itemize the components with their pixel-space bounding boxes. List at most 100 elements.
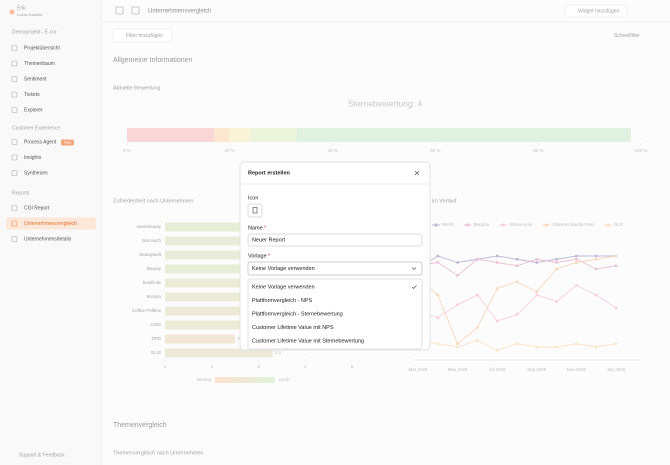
legend-dot (466, 223, 470, 227)
option[interactable]: Customer Lifetime Value mit Sternebewert… (252, 338, 364, 344)
bar (165, 334, 236, 344)
y-tick-label: bonifit.de (143, 280, 162, 285)
nav-item[interactable]: Explorer (24, 107, 43, 113)
template-select[interactable] (247, 261, 423, 276)
nav-item[interactable]: CGI Report (24, 205, 50, 211)
option[interactable]: Plattformvergleich - Sternebewertung (252, 311, 343, 317)
x-tick-label: 60 % (430, 148, 440, 153)
point (594, 254, 598, 258)
legend-gradient (215, 377, 275, 383)
point (535, 257, 539, 261)
y-tick-label: beautywelt (139, 252, 161, 257)
chevron (411, 267, 417, 270)
y-tick-label: Bonpra (146, 294, 161, 299)
point (436, 254, 440, 258)
legend-label: WeFit (442, 222, 454, 227)
nav-item[interactable]: Unternehmensvergleich (24, 221, 77, 227)
x-tick-label: 3 (257, 364, 260, 369)
nav-icon (11, 91, 18, 98)
report-icon (131, 6, 140, 15)
point (476, 339, 479, 342)
point (456, 342, 459, 346)
nav-icon (11, 76, 18, 82)
section-title: Themenvergleich (113, 422, 167, 429)
name-input[interactable] (247, 233, 423, 247)
point (515, 280, 519, 284)
point (515, 342, 519, 346)
point (515, 313, 519, 316)
nav-item[interactable]: Projektübersicht (24, 45, 60, 51)
icon-button[interactable] (247, 203, 263, 218)
option[interactable]: Keine Vorlage verwenden (252, 284, 315, 290)
name-value: Neuer Report (252, 237, 285, 243)
point (495, 348, 499, 352)
x-tick-label: 0 % (123, 148, 131, 153)
close-button[interactable] (414, 170, 420, 176)
bar (165, 222, 301, 232)
nav-item[interactable]: Unternehmensdetails (24, 236, 72, 242)
point (555, 300, 558, 303)
point (555, 267, 558, 271)
bar (165, 292, 287, 302)
required-mark: * (264, 225, 267, 231)
point (436, 342, 440, 346)
x-tick-label: Mar 2025 (408, 367, 428, 372)
widget-title: Zufriedenheit nach Unternehmen (113, 198, 193, 204)
x-tick-label: Jan 2026 (607, 367, 626, 372)
option[interactable]: Plattformvergleich - NPS (252, 298, 313, 304)
nav-active (6, 217, 96, 230)
nav-item[interactable]: Synthesen (24, 170, 48, 176)
add-widget-button[interactable] (564, 4, 628, 18)
point (575, 254, 578, 258)
point (495, 261, 499, 264)
footer-link[interactable]: Support & Feedback (19, 452, 65, 458)
x-tick-label: 80 % (533, 148, 543, 153)
nav-icon (11, 60, 18, 67)
nav-item[interactable]: Process Agent (24, 139, 57, 145)
widget-title: Themenvergleich nach Unternehmen (113, 450, 204, 456)
point (535, 261, 539, 264)
point (476, 257, 479, 261)
rating-segment (250, 128, 297, 142)
point (575, 283, 578, 287)
bar (165, 236, 296, 246)
x-tick-label: 40 % (327, 148, 337, 153)
widget-title: Aktuelle Bewertung (113, 85, 160, 91)
nav-item[interactable]: Insights (24, 155, 42, 161)
legend-low: Niedrig (197, 377, 212, 382)
legend-label: Vitrina ecoli (509, 222, 532, 227)
nav-item[interactable]: Tickets (24, 92, 40, 98)
x-tick-label: Sep 2025 (527, 367, 547, 372)
point (614, 254, 618, 258)
option[interactable]: Customer Lifetime Value mit NPS (252, 325, 334, 331)
nav-item[interactable]: Sentiment (24, 76, 47, 82)
bar (165, 264, 301, 274)
point (476, 326, 479, 329)
legend-label: Bergina (474, 222, 490, 227)
nav-item[interactable]: Themenbaum (24, 61, 55, 67)
point (456, 261, 459, 264)
x-tick-label: 4 (304, 364, 307, 369)
modal-title: Report erstellen (248, 170, 291, 176)
point (515, 257, 519, 261)
point (594, 257, 598, 261)
x-tick-label: 5 (351, 364, 354, 369)
rating-segment (229, 128, 251, 142)
quick-filter[interactable]: Schnellfilter (614, 33, 640, 39)
x-tick-label: Nov 2025 (567, 367, 587, 372)
section-title: Allgemeine Informationen (113, 57, 192, 64)
project: Demoprojekt - E-cor (12, 29, 57, 35)
badge (61, 139, 74, 146)
field-label: Vorlage (248, 253, 267, 259)
chart-subtitle: Sternebewertung: 4 (348, 98, 422, 108)
layout-icon[interactable] (115, 6, 124, 15)
bar (165, 320, 278, 330)
bar (165, 306, 273, 316)
point (476, 293, 479, 297)
filter-button[interactable] (112, 28, 173, 43)
point (535, 345, 539, 349)
check (411, 285, 417, 289)
logo (9, 9, 15, 15)
x-tick-label: May 2025 (448, 367, 468, 372)
badge-label: Neu (64, 140, 71, 145)
